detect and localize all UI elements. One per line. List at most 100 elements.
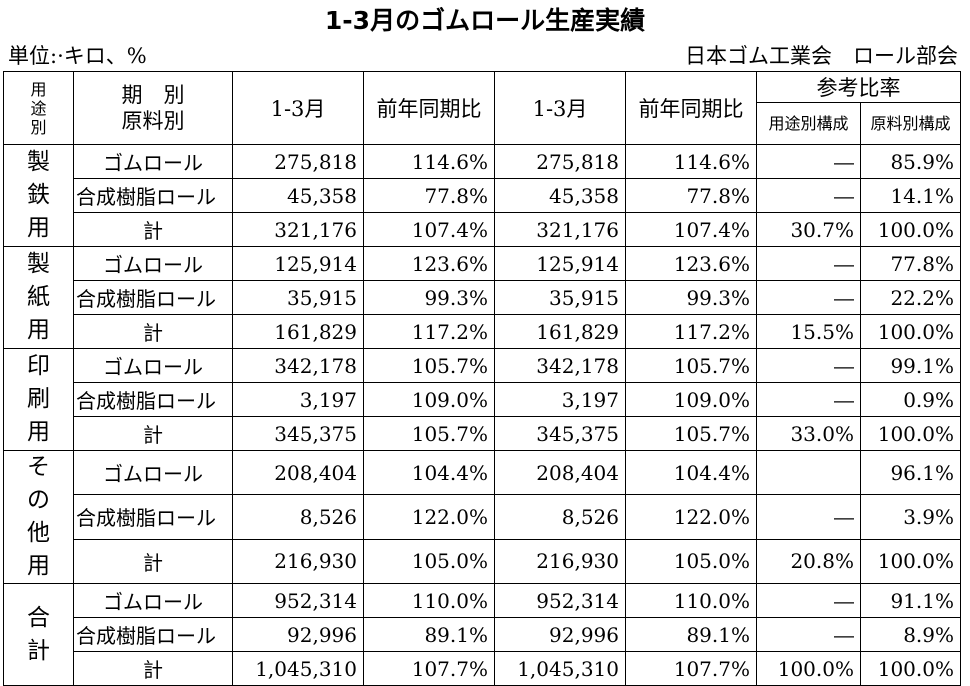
material-cell: 合成樹脂ロール xyxy=(73,280,233,315)
header-kikan-genryo: 期 別 原料別 xyxy=(73,71,233,145)
header-col4: 前年同期比 xyxy=(625,71,757,145)
material-ratio-cell: 99.1% xyxy=(860,348,961,383)
material-ratio-cell: 100.0% xyxy=(860,651,961,686)
use-ratio-cell xyxy=(756,449,861,496)
percent-cell: 110.0% xyxy=(363,583,495,618)
percent-cell: 89.1% xyxy=(625,617,757,652)
value-cell: 161,829 xyxy=(494,314,626,349)
value-cell: 1,045,310 xyxy=(232,651,364,686)
material-cell: 合成樹脂ロール xyxy=(73,617,233,652)
category-label: 合 計 xyxy=(3,583,74,686)
material-ratio-cell: 3.9% xyxy=(860,494,961,540)
table-row: 計 161,829 117.2% 161,829 117.2% 15.5% 100.0% xyxy=(4,314,961,349)
value-cell: 8,526 xyxy=(232,494,364,540)
value-cell: 275,818 xyxy=(494,144,626,179)
table-row: 製 紙 用ゴムロール 125,914 123.6% 125,914 123.6% ― 77.… xyxy=(3,246,961,349)
header-ref-group: 参考比率 xyxy=(756,71,961,103)
table-row: 計 345,375 105.7% 345,375 105.7% 33.0% 100.0% xyxy=(4,416,961,451)
source-label: 日本ゴム工業会 ロール部会 xyxy=(685,44,958,68)
value-cell: 35,915 xyxy=(232,280,364,315)
table-row: 合成樹脂ロール 3,197 109.0% 3,197 109.0% ― 0.9% xyxy=(4,382,961,417)
table-row: 合 計ゴムロール 952,314 110.0% 952,314 110.0% ― 91.1% xyxy=(3,583,961,686)
material-cell: ゴムロール xyxy=(73,144,233,179)
value-cell: 125,914 xyxy=(494,246,626,281)
value-cell: 321,176 xyxy=(494,212,626,247)
production-table: 用 途 別 期 別 原料別 1-3月 前年同期比 1-3月 前年同期比 参考比率… xyxy=(3,71,961,686)
percent-cell: 109.0% xyxy=(363,382,495,417)
value-cell: 952,314 xyxy=(494,583,626,618)
use-ratio-cell: ― xyxy=(756,144,861,179)
material-cell: ゴムロール xyxy=(73,449,233,496)
percent-cell: 77.8% xyxy=(363,178,495,213)
percent-cell: 107.4% xyxy=(625,212,757,247)
use-ratio-cell: ― xyxy=(756,583,861,618)
use-ratio-cell: 20.8% xyxy=(756,538,861,585)
material-cell: ゴムロール xyxy=(73,348,233,383)
use-ratio-cell: ― xyxy=(756,617,861,652)
header-kikan: 期 別 xyxy=(121,83,185,107)
header-row-1: 用 途 別 期 別 原料別 1-3月 前年同期比 1-3月 前年同期比 参考比率 xyxy=(3,71,961,145)
header-col1: 1-3月 xyxy=(232,71,364,145)
value-cell: 8,526 xyxy=(494,494,626,540)
percent-cell: 114.6% xyxy=(625,144,757,179)
material-ratio-cell: 100.0% xyxy=(860,416,961,451)
value-cell: 45,358 xyxy=(232,178,364,213)
use-ratio-cell: 100.0% xyxy=(756,651,861,686)
percent-cell: 89.1% xyxy=(363,617,495,652)
percent-cell: 114.6% xyxy=(363,144,495,179)
material-ratio-cell: 96.1% xyxy=(860,449,961,496)
category-label: 製 紙 用 xyxy=(3,246,74,349)
material-ratio-cell: 8.9% xyxy=(860,617,961,652)
percent-cell: 123.6% xyxy=(625,246,757,281)
percent-cell: 107.7% xyxy=(625,651,757,686)
value-cell: 275,818 xyxy=(232,144,364,179)
use-ratio-cell: ― xyxy=(756,280,861,315)
material-cell: 計 xyxy=(73,314,233,349)
material-ratio-cell: 22.2% xyxy=(860,280,961,315)
table-row: 計 1,045,310 107.7% 1,045,310 107.7% 100.0% 100… xyxy=(4,651,961,686)
percent-cell: 107.7% xyxy=(363,651,495,686)
use-ratio-cell: ― xyxy=(756,494,861,540)
percent-cell: 104.4% xyxy=(625,449,757,496)
percent-cell: 110.0% xyxy=(625,583,757,618)
material-ratio-cell: 91.1% xyxy=(860,583,961,618)
material-cell: 計 xyxy=(73,416,233,451)
table-row: 合成樹脂ロール 45,358 77.8% 45,358 77.8% ― 14.1% xyxy=(4,178,961,213)
use-ratio-cell: 15.5% xyxy=(756,314,861,349)
header-genryo: 原料別 xyxy=(121,109,185,133)
header-col5: 用途別構成 xyxy=(756,102,861,145)
material-ratio-cell: 100.0% xyxy=(860,538,961,585)
material-ratio-cell: 100.0% xyxy=(860,212,961,247)
use-ratio-cell: ― xyxy=(756,246,861,281)
value-cell: 35,915 xyxy=(494,280,626,315)
header-row-2: 用途別構成 原料別構成 xyxy=(4,102,961,145)
material-cell: 計 xyxy=(73,651,233,686)
material-cell: 計 xyxy=(73,538,233,585)
use-ratio-cell: ― xyxy=(756,178,861,213)
use-ratio-cell: ― xyxy=(756,382,861,417)
material-ratio-cell: 100.0% xyxy=(860,314,961,349)
percent-cell: 122.0% xyxy=(363,494,495,540)
unit-label: 単位:·キロ、% xyxy=(8,44,147,68)
material-ratio-cell: 85.9% xyxy=(860,144,961,179)
page-title: 1-3月のゴムロール生産実績 xyxy=(324,6,646,35)
percent-cell: 104.4% xyxy=(363,449,495,496)
material-cell: ゴムロール xyxy=(73,246,233,281)
percent-cell: 105.7% xyxy=(363,416,495,451)
value-cell: 342,178 xyxy=(232,348,364,383)
table-row: そ の 他 用ゴムロール 208,404 104.4% 208,404 104.4% 96… xyxy=(3,449,961,584)
value-cell: 92,996 xyxy=(232,617,364,652)
table-row: 製 鉄 用ゴムロール 275,818 114.6% 275,818 114.6% ― 85.… xyxy=(3,144,961,247)
percent-cell: 105.7% xyxy=(363,348,495,383)
percent-cell: 105.0% xyxy=(625,538,757,585)
use-ratio-cell: 30.7% xyxy=(756,212,861,247)
percent-cell: 99.3% xyxy=(625,280,757,315)
table-row: 計 216,930 105.0% 216,930 105.0% 20.8% 100.0% xyxy=(4,538,961,585)
value-cell: 45,358 xyxy=(494,178,626,213)
material-cell: 合成樹脂ロール xyxy=(73,494,233,540)
value-cell: 125,914 xyxy=(232,246,364,281)
category-label: そ の 他 用 xyxy=(3,450,74,584)
table-row: 合成樹脂ロール 8,526 122.0% 8,526 122.0% ― 3.9% xyxy=(4,494,961,540)
percent-cell: 109.0% xyxy=(625,382,757,417)
material-cell: 合成樹脂ロール xyxy=(73,382,233,417)
